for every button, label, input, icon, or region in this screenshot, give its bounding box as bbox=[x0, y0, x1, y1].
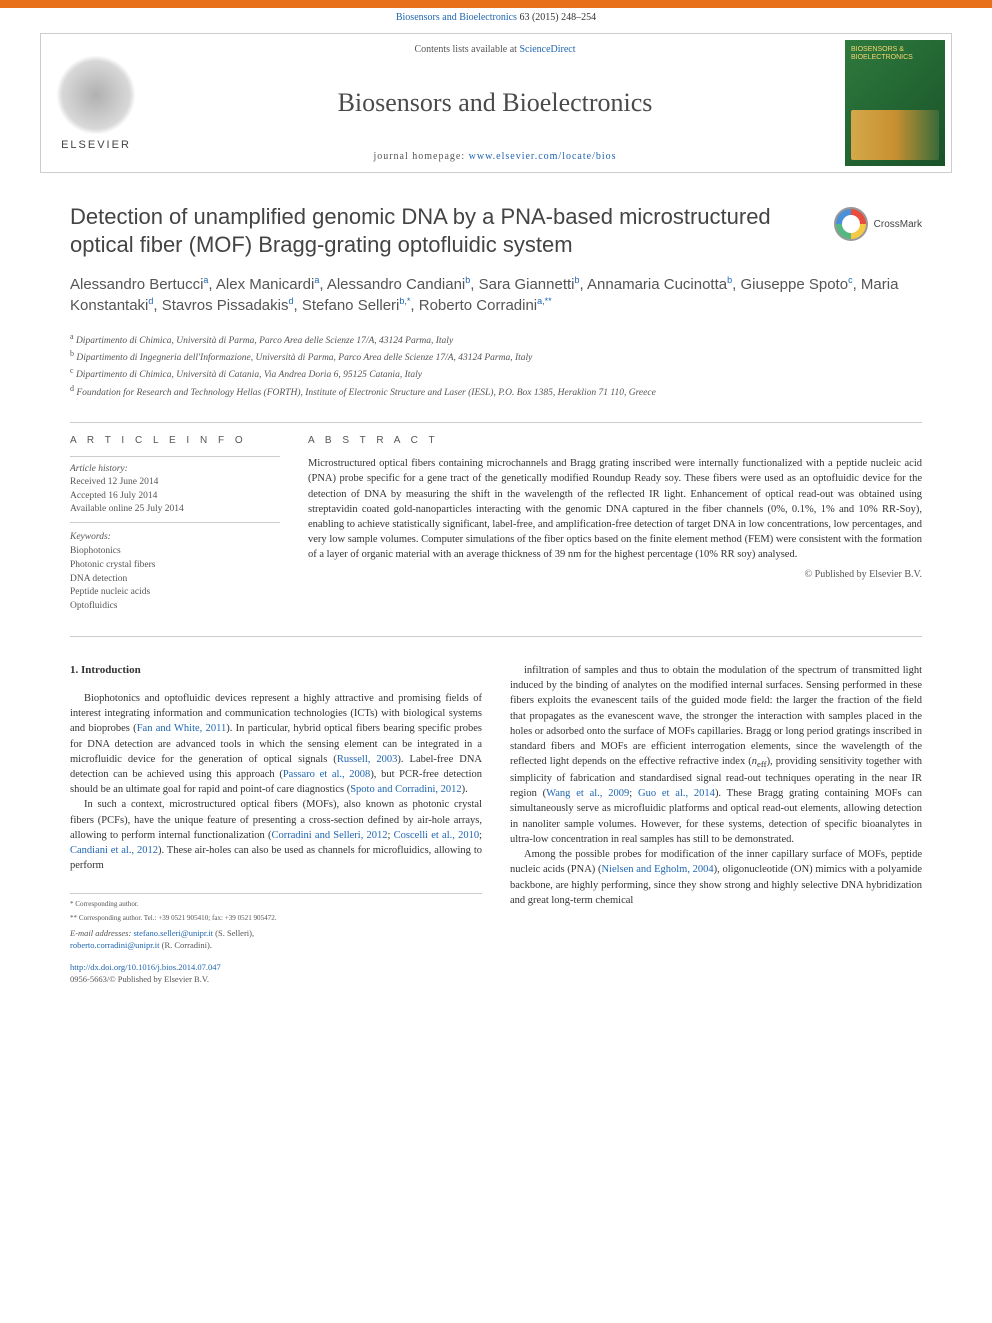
divider-bottom bbox=[70, 636, 922, 637]
keyword-line: Photonic crystal fibers bbox=[70, 559, 280, 573]
article-title: Detection of unamplified genomic DNA by … bbox=[70, 203, 814, 258]
email-suffix-2: (R. Corradini). bbox=[160, 940, 212, 950]
abstract-copyright: © Published by Elsevier B.V. bbox=[308, 569, 922, 580]
body-column-left: 1. Introduction Biophotonics and optoflu… bbox=[70, 663, 482, 986]
journal-name: Biosensors and Bioelectronics bbox=[338, 88, 653, 118]
crossmark-icon bbox=[834, 207, 868, 241]
body-paragraph: In such a context, microstructured optic… bbox=[70, 797, 482, 873]
contents-prefix: Contents lists available at bbox=[414, 44, 519, 55]
doi-link[interactable]: http://dx.doi.org/10.1016/j.bios.2014.07… bbox=[70, 962, 221, 972]
header-center: Contents lists available at ScienceDirec… bbox=[151, 34, 839, 172]
keywords-label: Keywords: bbox=[70, 531, 280, 545]
history-line: Received 12 June 2014 bbox=[70, 476, 280, 489]
affiliation-line: c Dipartimento di Chimica, Università di… bbox=[70, 365, 922, 382]
corr-author-2: ** Corresponding author. Tel.: +39 0521 … bbox=[70, 914, 482, 928]
keyword-line: Peptide nucleic acids bbox=[70, 586, 280, 600]
top-citation-journal-link[interactable]: Biosensors and Bioelectronics bbox=[396, 12, 517, 23]
email-label: E-mail addresses: bbox=[70, 928, 133, 938]
corresponding-author-block: * Corresponding author. ** Corresponding… bbox=[70, 893, 482, 951]
abstract-heading: A B S T R A C T bbox=[308, 435, 922, 446]
divider-top bbox=[70, 422, 922, 423]
journal-header-box: ELSEVIER Contents lists available at Sci… bbox=[40, 33, 952, 173]
journal-cover-title: BIOSENSORS & BIOELECTRONICS bbox=[851, 46, 939, 61]
keyword-line: Biophotonics bbox=[70, 545, 280, 559]
crossmark-label: CrossMark bbox=[874, 219, 922, 230]
abstract-column: A B S T R A C T Microstructured optical … bbox=[308, 435, 922, 614]
issn-line: 0956-5663/© Published by Elsevier B.V. bbox=[70, 974, 209, 984]
homepage-link[interactable]: www.elsevier.com/locate/bios bbox=[469, 151, 617, 162]
affiliation-line: b Dipartimento di Ingegneria dell'Inform… bbox=[70, 348, 922, 365]
history-line: Accepted 16 July 2014 bbox=[70, 490, 280, 503]
affiliations-list: a Dipartimento di Chimica, Università di… bbox=[70, 331, 922, 401]
authors-list: Alessandro Bertuccia, Alex Manicardia, A… bbox=[70, 274, 922, 317]
keyword-line: DNA detection bbox=[70, 573, 280, 587]
body-paragraph: Among the possible probes for modificati… bbox=[510, 847, 922, 908]
abstract-text: Microstructured optical fibers containin… bbox=[308, 456, 922, 563]
email-suffix-1: (S. Selleri), bbox=[213, 928, 254, 938]
body-paragraph: Biophotonics and optofluidic devices rep… bbox=[70, 691, 482, 798]
journal-cover-image bbox=[851, 110, 939, 160]
elsevier-wordmark: ELSEVIER bbox=[61, 139, 131, 151]
crossmark-badge[interactable]: CrossMark bbox=[834, 207, 922, 241]
history-label: Article history: bbox=[70, 463, 280, 476]
title-row: Detection of unamplified genomic DNA by … bbox=[70, 203, 922, 258]
journal-cover-thumbnail: BIOSENSORS & BIOELECTRONICS bbox=[845, 40, 945, 166]
homepage-prefix: journal homepage: bbox=[373, 151, 468, 162]
body-paragraph: infiltration of samples and thus to obta… bbox=[510, 663, 922, 847]
history-line: Available online 25 July 2014 bbox=[70, 503, 280, 516]
email-line: E-mail addresses: stefano.selleri@unipr.… bbox=[70, 928, 482, 940]
keywords-block: Keywords: BiophotonicsPhotonic crystal f… bbox=[70, 531, 280, 614]
top-citation-suffix: 63 (2015) 248–254 bbox=[519, 12, 596, 23]
homepage-line: journal homepage: www.elsevier.com/locat… bbox=[373, 151, 616, 162]
email-link-1[interactable]: stefano.selleri@unipr.it bbox=[133, 928, 213, 938]
article-info-column: A R T I C L E I N F O Article history: R… bbox=[70, 435, 280, 614]
contents-line: Contents lists available at ScienceDirec… bbox=[414, 44, 575, 55]
body-columns: 1. Introduction Biophotonics and optoflu… bbox=[70, 663, 922, 986]
email-line-2: roberto.corradini@unipr.it (R. Corradini… bbox=[70, 940, 482, 952]
affiliation-line: d Foundation for Research and Technology… bbox=[70, 383, 922, 400]
article-info-heading: A R T I C L E I N F O bbox=[70, 435, 280, 446]
introduction-heading: 1. Introduction bbox=[70, 663, 482, 679]
top-citation-banner: Biosensors and Bioelectronics 63 (2015) … bbox=[0, 0, 992, 25]
affiliation-line: a Dipartimento di Chimica, Università di… bbox=[70, 331, 922, 348]
article-area: Detection of unamplified genomic DNA by … bbox=[0, 173, 992, 1005]
article-history-block: Article history: Received 12 June 2014Ac… bbox=[70, 456, 280, 523]
elsevier-logo: ELSEVIER bbox=[41, 34, 151, 172]
corr-author-1: * Corresponding author. bbox=[70, 900, 482, 914]
elsevier-tree-icon bbox=[56, 55, 136, 135]
info-abstract-row: A R T I C L E I N F O Article history: R… bbox=[70, 435, 922, 614]
body-column-right: infiltration of samples and thus to obta… bbox=[510, 663, 922, 986]
sciencedirect-link[interactable]: ScienceDirect bbox=[519, 44, 575, 55]
email-link-2[interactable]: roberto.corradini@unipr.it bbox=[70, 940, 160, 950]
doi-block: http://dx.doi.org/10.1016/j.bios.2014.07… bbox=[70, 962, 482, 986]
keyword-line: Optofluidics bbox=[70, 600, 280, 614]
